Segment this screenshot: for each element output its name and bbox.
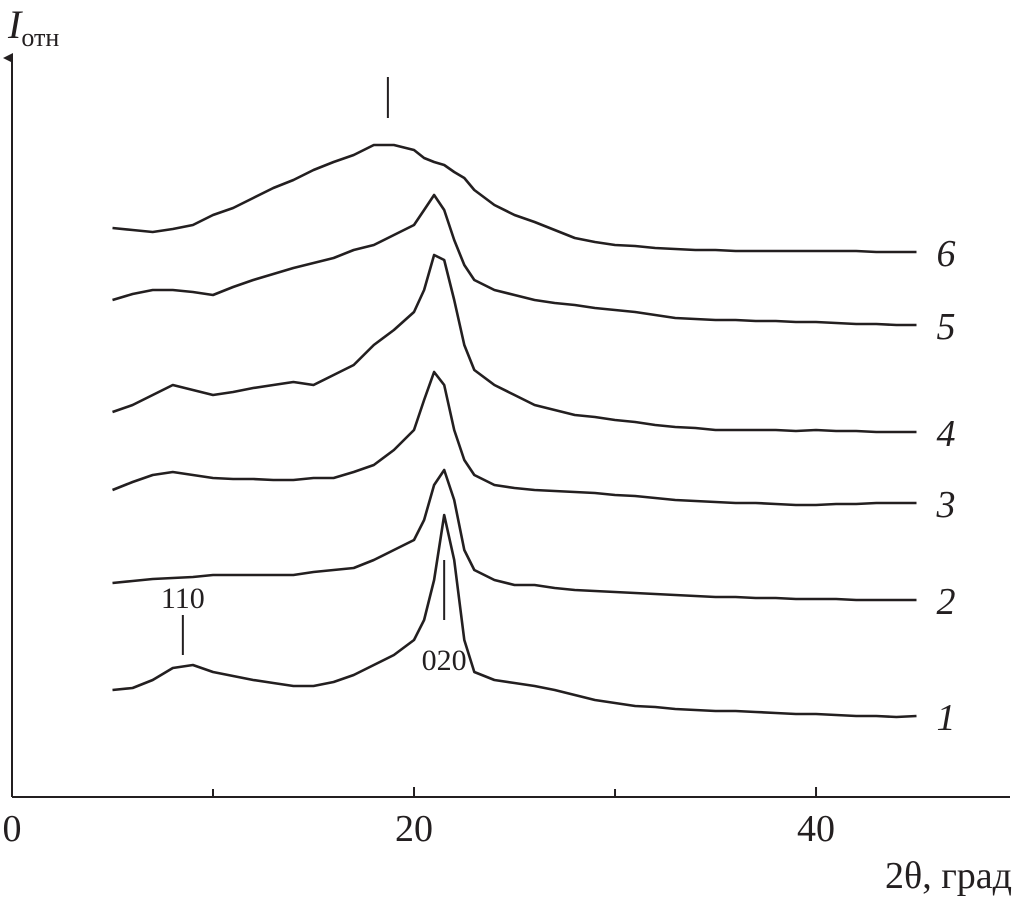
series-label: 5 xyxy=(937,306,956,348)
x-tick-label: 40 xyxy=(797,808,835,850)
series-label: 3 xyxy=(936,484,956,526)
series-label: 6 xyxy=(937,233,956,275)
series-line xyxy=(112,193,917,327)
series-line xyxy=(112,253,917,434)
annotation: 110 xyxy=(161,582,205,615)
x-tick-label: 20 xyxy=(395,808,433,850)
series-line xyxy=(112,513,917,719)
series-label: 2 xyxy=(937,581,956,623)
y-axis-label: Iотн xyxy=(7,2,59,52)
series-line xyxy=(112,370,917,507)
annotation: 020 xyxy=(422,644,467,677)
x-tick-label: 0 xyxy=(3,808,22,850)
series-line xyxy=(112,468,917,602)
series-line xyxy=(112,143,917,254)
series-label: 1 xyxy=(937,697,956,739)
series-label: 4 xyxy=(937,413,956,455)
x-axis-label: 2θ, град xyxy=(885,855,1012,897)
